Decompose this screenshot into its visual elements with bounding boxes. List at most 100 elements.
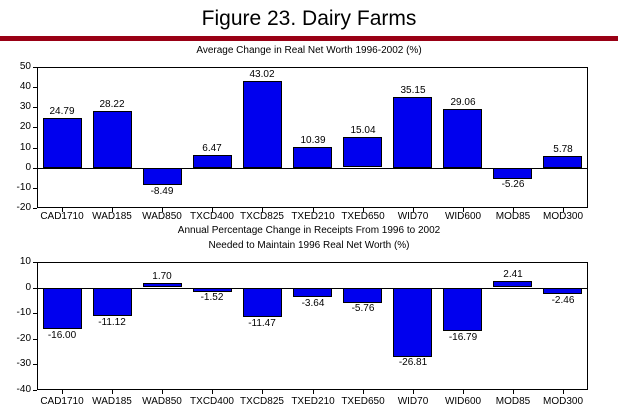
y-axis-tick-label: 20 bbox=[19, 121, 31, 132]
x-axis-tick bbox=[413, 390, 414, 394]
bar-value-label: -8.49 bbox=[150, 186, 174, 197]
category-label: TXCD400 bbox=[190, 396, 234, 404]
y-axis-tick-label: 40 bbox=[19, 81, 31, 92]
bar-value-label: -11.47 bbox=[248, 318, 276, 329]
bar bbox=[293, 147, 332, 168]
bar-value-label: -5.26 bbox=[501, 179, 525, 190]
category-label: WID600 bbox=[444, 396, 482, 404]
category-label: WID600 bbox=[444, 211, 482, 222]
x-axis-tick bbox=[563, 208, 564, 212]
x-axis-tick bbox=[363, 208, 364, 212]
y-axis-tick-label: -20 bbox=[16, 202, 31, 213]
x-axis-tick bbox=[463, 390, 464, 394]
category-label: WAD850 bbox=[142, 396, 182, 404]
x-axis-tick bbox=[413, 208, 414, 212]
bar-value-label: -11.12 bbox=[98, 317, 126, 328]
y-axis-tick-label: -10 bbox=[16, 307, 31, 318]
category-label: TXCD400 bbox=[190, 211, 234, 222]
bar-value-label: -16.00 bbox=[47, 330, 77, 341]
x-axis-tick bbox=[62, 208, 63, 212]
category-label: TXED650 bbox=[341, 211, 385, 222]
x-axis-tick bbox=[162, 390, 163, 394]
y-axis-tick-label: 0 bbox=[25, 162, 31, 173]
bar bbox=[93, 288, 132, 316]
chart2-title-line2: Needed to Maintain 1996 Real Net Worth (… bbox=[208, 240, 410, 251]
bar bbox=[443, 288, 482, 331]
x-axis-tick bbox=[513, 208, 514, 212]
bar-value-label: 35.15 bbox=[400, 85, 426, 96]
bar-value-label: 5.78 bbox=[553, 144, 573, 155]
y-axis-tick-label: 0 bbox=[25, 282, 31, 293]
y-axis-tick bbox=[33, 262, 37, 263]
y-axis-tick-label: -20 bbox=[16, 333, 31, 344]
y-axis-tick bbox=[33, 107, 37, 108]
bar bbox=[143, 283, 182, 287]
bar-value-label: -2.46 bbox=[551, 295, 575, 306]
category-label: TXCD825 bbox=[240, 396, 284, 404]
category-label: TXCD825 bbox=[240, 211, 284, 222]
y-axis-tick-label: -10 bbox=[16, 182, 31, 193]
red-divider-line bbox=[0, 36, 618, 41]
y-axis-tick-label: 10 bbox=[19, 142, 31, 153]
category-label: WAD185 bbox=[92, 396, 132, 404]
category-label-row: CAD1710 WAD185 WAD850 TXCD400 TXCD825 TXED210… bbox=[0, 211, 618, 224]
bar-value-label: 6.47 bbox=[202, 143, 222, 154]
x-axis-tick bbox=[262, 390, 263, 394]
x-axis-tick bbox=[313, 390, 314, 394]
bar bbox=[43, 288, 82, 329]
zero-baseline bbox=[37, 168, 588, 169]
bar-value-label: -26.81 bbox=[398, 357, 428, 368]
x-axis-tick bbox=[112, 208, 113, 212]
bar bbox=[293, 288, 332, 297]
y-axis-tick bbox=[33, 313, 37, 314]
category-label: TXED210 bbox=[291, 396, 335, 404]
y-axis-tick bbox=[33, 87, 37, 88]
category-label: CAD1710 bbox=[40, 396, 84, 404]
bar-value-label: 10.39 bbox=[300, 135, 326, 146]
y-axis-tick bbox=[33, 208, 37, 209]
y-axis-tick bbox=[33, 188, 37, 189]
x-axis-tick bbox=[563, 390, 564, 394]
y-axis-tick bbox=[33, 364, 37, 365]
figure-title: Figure 23. Dairy Farms bbox=[201, 7, 417, 30]
bar-value-label: 28.22 bbox=[99, 99, 125, 110]
y-axis-tick-label: 50 bbox=[19, 61, 31, 72]
category-label: MOD300 bbox=[542, 396, 583, 404]
bar bbox=[543, 288, 582, 294]
category-label: WID70 bbox=[397, 211, 429, 222]
category-label: CAD1710 bbox=[40, 211, 84, 222]
plot-frame bbox=[37, 262, 588, 390]
y-axis-tick bbox=[33, 127, 37, 128]
category-label: WAD850 bbox=[142, 211, 182, 222]
x-axis-tick bbox=[162, 208, 163, 212]
bar bbox=[443, 109, 482, 168]
bar-value-label: 29.06 bbox=[450, 97, 476, 108]
x-axis-tick bbox=[212, 390, 213, 394]
bar bbox=[493, 281, 532, 287]
y-axis-tick-label: 10 bbox=[19, 256, 31, 267]
y-axis-tick bbox=[33, 390, 37, 391]
plot-frame bbox=[37, 67, 588, 208]
category-label: MOD85 bbox=[495, 211, 531, 222]
x-axis-tick bbox=[463, 208, 464, 212]
bar bbox=[143, 168, 182, 185]
category-label: WID70 bbox=[397, 396, 429, 404]
bar bbox=[493, 168, 532, 179]
bar bbox=[343, 288, 382, 303]
bar bbox=[243, 81, 282, 168]
bar bbox=[543, 156, 582, 168]
bar-value-label: -5.76 bbox=[351, 303, 375, 314]
bar bbox=[243, 288, 282, 317]
bar-value-label: 15.04 bbox=[350, 125, 376, 136]
y-axis-tick-label: -30 bbox=[16, 358, 31, 369]
x-axis-tick bbox=[513, 390, 514, 394]
x-axis-tick bbox=[313, 208, 314, 212]
chart1-title: Average Change in Real Net Worth 1996-20… bbox=[196, 45, 422, 56]
y-axis-tick bbox=[33, 148, 37, 149]
bar-value-label: -3.64 bbox=[301, 298, 325, 309]
x-axis-tick bbox=[262, 208, 263, 212]
bar-value-label: -1.52 bbox=[200, 292, 224, 303]
